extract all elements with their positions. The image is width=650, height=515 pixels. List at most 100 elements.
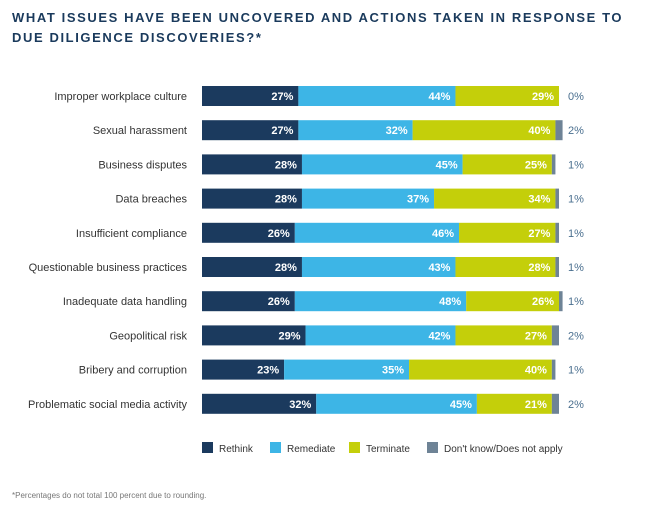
bar-segment-remediate-problematic-social-media-activity — [316, 393, 477, 414]
data-label-remediate-problematic-social-media-activity: 45% — [450, 399, 472, 411]
bar-segment-terminate-problematic-social-media-activity — [476, 393, 552, 414]
category-label-improper-workplace-culture: Improper workplace culture — [54, 91, 187, 103]
bar-segment-terminate-data-breaches — [434, 188, 556, 209]
bar-segment-don-t-know-does-not-apply-business-disputes — [551, 154, 556, 175]
category-label-sexual-harassment: Sexual harassment — [93, 125, 187, 137]
bar-segment-remediate-insufficient-compliance — [294, 222, 460, 243]
data-label-terminate-questionable-business-practices: 28% — [528, 262, 550, 274]
data-label-terminate-problematic-social-media-activity: 21% — [525, 399, 547, 411]
data-label-terminate-sexual-harassment: 40% — [528, 125, 550, 137]
bar-segment-don-t-know-does-not-apply-bribery-and-corruption — [551, 359, 556, 380]
bar-segment-remediate-questionable-business-practices — [301, 257, 456, 277]
bar-segment-remediate-inadequate-data-handling — [294, 291, 467, 312]
data-label-terminate-business-disputes: 25% — [525, 159, 547, 171]
bar-segment-don-t-know-does-not-apply-questionable-business-practices — [555, 257, 559, 277]
bar-segment-remediate-business-disputes — [301, 154, 463, 175]
data-label-terminate-improper-workplace-culture: 29% — [532, 91, 554, 103]
category-label-inadequate-data-handling: Inadequate data handling — [63, 296, 187, 308]
data-label-rethink-inadequate-data-handling: 26% — [268, 296, 290, 308]
bar-segment-remediate-improper-workplace-culture — [298, 86, 456, 106]
bar-segment-rethink-improper-workplace-culture — [202, 86, 299, 106]
data-label-don-t-know-does-not-apply-improper-workplace-culture: 0% — [568, 91, 584, 103]
bar-segment-rethink-problematic-social-media-activity — [202, 393, 317, 414]
legend-label-terminate: Terminate — [366, 444, 410, 455]
category-label-insufficient-compliance: Insufficient compliance — [76, 228, 187, 240]
chart-title: WHAT ISSUES HAVE BEEN UNCOVERED AND ACTI… — [12, 10, 624, 45]
data-label-rethink-bribery-and-corruption: 23% — [257, 365, 279, 377]
category-label-business-disputes: Business disputes — [98, 159, 187, 171]
bar-segment-rethink-geopolitical-risk — [202, 325, 306, 346]
data-label-don-t-know-does-not-apply-problematic-social-media-activity: 2% — [568, 399, 584, 411]
legend-label-rethink: Rethink — [219, 444, 254, 455]
legend-swatch-don-t-know-does-not-apply — [427, 442, 438, 453]
data-label-don-t-know-does-not-apply-bribery-and-corruption: 1% — [568, 365, 584, 377]
bar-segment-rethink-data-breaches — [202, 188, 302, 209]
bar-segment-remediate-bribery-and-corruption — [284, 359, 410, 380]
data-label-remediate-bribery-and-corruption: 35% — [382, 365, 404, 377]
bar-segment-terminate-improper-workplace-culture — [455, 86, 559, 106]
data-label-remediate-geopolitical-risk: 42% — [428, 330, 450, 342]
data-label-don-t-know-does-not-apply-data-breaches: 1% — [568, 194, 584, 206]
data-label-don-t-know-does-not-apply-insufficient-compliance: 1% — [568, 228, 584, 240]
data-label-don-t-know-does-not-apply-sexual-harassment: 2% — [568, 125, 584, 137]
bar-segment-don-t-know-does-not-apply-insufficient-compliance — [555, 222, 559, 243]
data-label-terminate-data-breaches: 34% — [528, 194, 550, 206]
data-label-rethink-problematic-social-media-activity: 32% — [289, 399, 311, 411]
data-label-don-t-know-does-not-apply-questionable-business-practices: 1% — [568, 262, 584, 274]
legend-swatch-terminate — [349, 442, 360, 453]
data-label-terminate-bribery-and-corruption: 40% — [525, 365, 547, 377]
data-label-rethink-geopolitical-risk: 29% — [278, 330, 300, 342]
data-label-remediate-insufficient-compliance: 46% — [432, 228, 454, 240]
bar-segment-terminate-questionable-business-practices — [455, 257, 556, 277]
data-label-rethink-sexual-harassment: 27% — [271, 125, 293, 137]
bar-segment-terminate-insufficient-compliance — [459, 222, 556, 243]
data-label-rethink-data-breaches: 28% — [275, 194, 297, 206]
bar-segment-don-t-know-does-not-apply-geopolitical-risk — [551, 325, 559, 346]
bar-segment-remediate-sexual-harassment — [298, 120, 413, 141]
data-label-remediate-business-disputes: 45% — [436, 159, 458, 171]
bar-segment-terminate-geopolitical-risk — [455, 325, 552, 346]
bar-segment-don-t-know-does-not-apply-inadequate-data-handling — [559, 291, 563, 312]
bar-segment-rethink-inadequate-data-handling — [202, 291, 295, 312]
data-label-terminate-insufficient-compliance: 27% — [528, 228, 550, 240]
bar-segment-rethink-questionable-business-practices — [202, 257, 302, 277]
data-label-terminate-inadequate-data-handling: 26% — [532, 296, 554, 308]
data-label-don-t-know-does-not-apply-inadequate-data-handling: 1% — [568, 296, 584, 308]
bar-segment-remediate-geopolitical-risk — [305, 325, 456, 346]
category-label-data-breaches: Data breaches — [115, 194, 187, 206]
bar-segment-don-t-know-does-not-apply-data-breaches — [555, 188, 559, 209]
data-label-remediate-sexual-harassment: 32% — [386, 125, 408, 137]
data-label-rethink-improper-workplace-culture: 27% — [271, 91, 293, 103]
data-label-rethink-questionable-business-practices: 28% — [275, 262, 297, 274]
data-label-remediate-inadequate-data-handling: 48% — [439, 296, 461, 308]
bar-segment-rethink-sexual-harassment — [202, 120, 299, 141]
data-label-remediate-questionable-business-practices: 43% — [428, 262, 450, 274]
bar-segment-don-t-know-does-not-apply-problematic-social-media-activity — [551, 393, 559, 414]
bar-segment-terminate-inadequate-data-handling — [466, 291, 559, 312]
data-label-don-t-know-does-not-apply-geopolitical-risk: 2% — [568, 330, 584, 342]
category-label-bribery-and-corruption: Bribery and corruption — [79, 365, 187, 377]
data-label-rethink-insufficient-compliance: 26% — [268, 228, 290, 240]
category-label-problematic-social-media-activity: Problematic social media activity — [28, 399, 187, 411]
bar-segment-don-t-know-does-not-apply-sexual-harassment — [555, 120, 563, 141]
data-label-remediate-improper-workplace-culture: 44% — [428, 91, 450, 103]
data-label-rethink-business-disputes: 28% — [275, 159, 297, 171]
bar-segment-rethink-insufficient-compliance — [202, 222, 295, 243]
bar-segment-remediate-data-breaches — [301, 188, 435, 209]
footnote: *Percentages do not total 100 percent du… — [12, 491, 207, 500]
category-label-questionable-business-practices: Questionable business practices — [29, 262, 188, 274]
bar-segment-rethink-business-disputes — [202, 154, 302, 175]
legend-label-remediate: Remediate — [287, 444, 336, 455]
data-label-don-t-know-does-not-apply-business-disputes: 1% — [568, 159, 584, 171]
legend-swatch-remediate — [270, 442, 281, 453]
data-label-remediate-data-breaches: 37% — [407, 194, 429, 206]
category-label-geopolitical-risk: Geopolitical risk — [109, 330, 187, 342]
bar-segment-terminate-sexual-harassment — [412, 120, 556, 141]
bar-segment-rethink-bribery-and-corruption — [202, 359, 285, 380]
bar-segment-terminate-business-disputes — [462, 154, 552, 175]
bar-segment-terminate-bribery-and-corruption — [409, 359, 552, 380]
data-label-terminate-geopolitical-risk: 27% — [525, 330, 547, 342]
legend-swatch-rethink — [202, 442, 213, 453]
legend-label-don-t-know-does-not-apply: Don't know/Does not apply — [444, 444, 563, 455]
